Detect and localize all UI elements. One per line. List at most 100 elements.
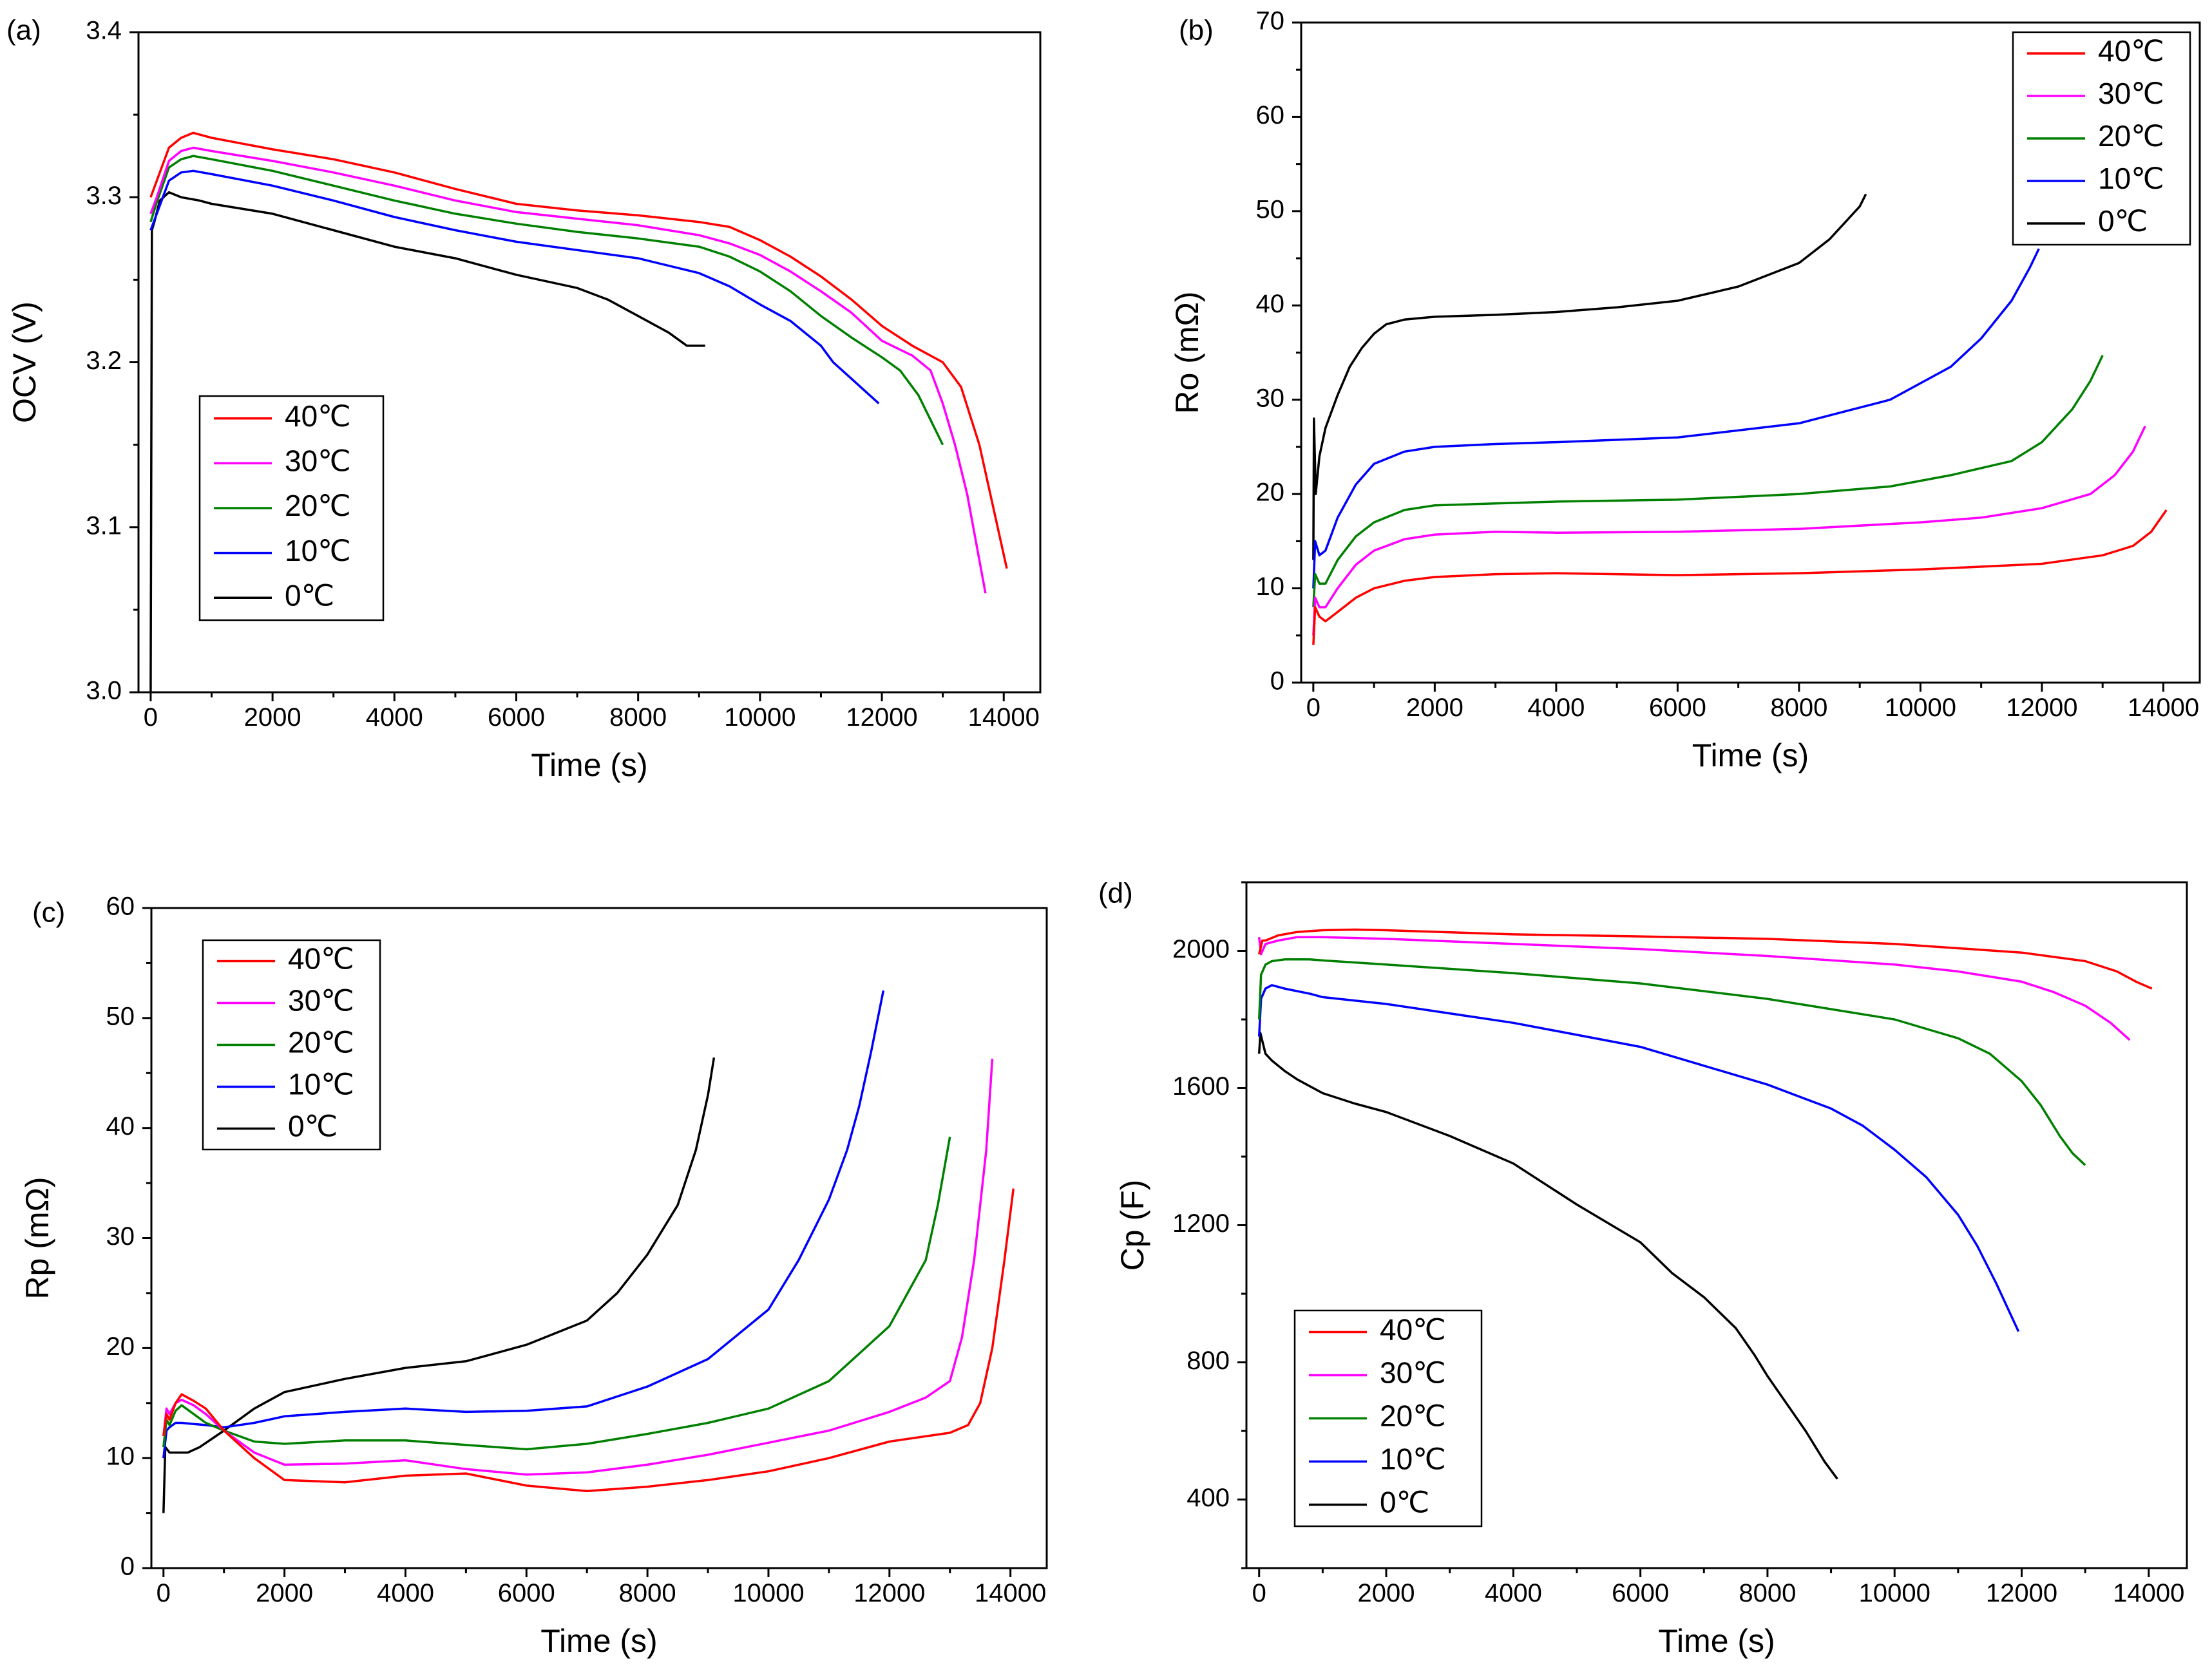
panel-a-y-tick-label: 3.1 (86, 511, 122, 540)
panel-a-y-axis-title: OCV (V) (6, 301, 43, 423)
panel-d-y-tick-label: 1600 (1172, 1072, 1230, 1101)
panel-a-x-tick-label: 0 (144, 703, 158, 732)
panel-b-legend-label: 30℃ (2098, 77, 2164, 110)
panel-a: (a) 0 2000 4000 6000 8000 10000 12000 14000 3.0 3.… (6, 15, 1042, 783)
panel-a-legend-label: 10℃ (285, 534, 351, 567)
panel-b-x-tick-label: 2000 (1406, 694, 1464, 722)
panel-c-x-axis-title: Time (s) (540, 1623, 657, 1659)
panel-c-x-tick-label: 10000 (732, 1579, 804, 1607)
panel-d-legend-label: 20℃ (1380, 1399, 1446, 1433)
panel-b-x-tick-label: 8000 (1770, 694, 1827, 722)
panel-d-series-line-4 (1257, 1032, 1838, 1480)
panel-b-x-tick-label: 6000 (1649, 694, 1706, 722)
panel-b-x-tick-label: 14000 (2128, 694, 2199, 722)
panel-a-y-tick-label: 3.0 (86, 677, 122, 705)
panel-c-x-tick-label: 14000 (975, 1579, 1046, 1607)
panel-c-x-tick-label: 8000 (619, 1579, 676, 1607)
panel-b-y-tick-label: 50 (1256, 195, 1285, 223)
panel-c-y-tick-label: 40 (106, 1112, 135, 1140)
panel-d-y-tick-label: 1200 (1172, 1209, 1230, 1238)
panel-b-y-axis-title: Ro (mΩ) (1169, 291, 1205, 413)
panel-d-label: (d) (1098, 878, 1133, 909)
panel-d-series-line-2 (1257, 958, 2086, 1166)
panel-b-y-tick-label: 20 (1256, 478, 1285, 507)
panel-b-x-tick-label: 12000 (2006, 694, 2077, 722)
panel-c-legend-label: 10℃ (288, 1068, 354, 1101)
panel-a-y-tick-label: 3.2 (86, 346, 122, 375)
panel-c-y-tick-label: 20 (106, 1332, 135, 1361)
panel-d-x-tick-label: 6000 (1612, 1579, 1669, 1607)
panel-d-y-tick-label: 400 (1187, 1484, 1230, 1512)
panel-a-legend-label: 30℃ (285, 444, 351, 478)
panel-a-legend-label: 40℃ (285, 399, 351, 433)
panel-b-y-tick-label: 0 (1270, 667, 1284, 696)
panel-d-x-tick-label: 8000 (1739, 1579, 1796, 1607)
panel-b-legend-label: 10℃ (2098, 162, 2164, 195)
panel-c: (c) 0 2000 4000 6000 8000 10000 12000 14000 0 10 20… (19, 893, 1048, 1659)
panel-a-label: (a) (6, 15, 41, 46)
panel-c-x-tick-label: 12000 (853, 1579, 925, 1607)
panel-b-x-tick-label: 10000 (1885, 694, 1956, 722)
panel-d-legend: 40℃ 30℃ 20℃ 10℃ 0℃ (1293, 1309, 1483, 1528)
panel-d-x-tick-label: 2000 (1358, 1579, 1415, 1607)
panel-b-y-tick-label: 60 (1256, 101, 1285, 129)
panel-d-series-line-3 (1257, 984, 2020, 1332)
panel-a-series-line-0 (149, 131, 1008, 569)
panel-a-y-tick-label: 3.4 (86, 17, 122, 45)
panel-c-x-tick-label: 0 (157, 1579, 171, 1607)
panel-c-legend-label: 40℃ (288, 942, 354, 976)
panel-a-legend-label: 0℃ (285, 578, 334, 612)
panel-d: (d) 0 2000 4000 6000 8000 10000 12000 14000 400 80… (1098, 878, 2188, 1659)
panel-d-legend-label: 10℃ (1380, 1443, 1446, 1476)
panel-a-x-tick-label: 2000 (244, 703, 301, 732)
panel-a-x-tick-label: 4000 (366, 703, 423, 732)
panel-b-legend-label: 40℃ (2098, 34, 2164, 68)
panel-b-series-line-4 (1312, 193, 1867, 560)
panel-d-y-tick-label: 800 (1187, 1347, 1230, 1375)
panel-c-legend-label: 0℃ (288, 1110, 338, 1143)
panel-b-x-tick-label: 0 (1306, 694, 1321, 722)
panel-b-series-line-3 (1312, 248, 2040, 589)
panel-a-x-tick-label: 14000 (968, 703, 1040, 732)
panel-a-series-line-1 (149, 146, 987, 594)
panel-d-x-tick-label: 4000 (1485, 1579, 1542, 1607)
panel-b-series-line-2 (1312, 355, 2104, 607)
panel-b-label: (b) (1179, 15, 1214, 46)
panel-d-y-axis-title: Cp (F) (1114, 1180, 1150, 1271)
panel-b-x-axis-title: Time (s) (1692, 737, 1809, 773)
panel-c-y-tick-label: 60 (106, 893, 135, 921)
panel-b-legend: 40℃ 30℃ 20℃ 10℃ 0℃ (2012, 31, 2191, 246)
panel-c-series-line-0 (162, 1188, 1015, 1493)
panel-c-y-tick-label: 30 (106, 1222, 135, 1251)
panel-a-legend-label: 20℃ (285, 489, 351, 522)
panel-a-x-tick-label: 12000 (846, 703, 917, 732)
panel-d-x-tick-label: 10000 (1859, 1579, 1931, 1607)
panel-b-y-tick-label: 30 (1256, 384, 1285, 412)
panel-a-legend: 40℃ 30℃ 20℃ 10℃ 0℃ (198, 395, 385, 621)
panel-a-series-line-4 (149, 191, 705, 692)
panel-c-x-tick-label: 2000 (256, 1579, 313, 1607)
panel-a-y-tick-label: 3.3 (86, 182, 122, 210)
panel-a-series-line-2 (149, 155, 944, 446)
panel-c-legend: 40℃ 30℃ 20℃ 10℃ 0℃ (202, 939, 381, 1151)
panel-c-legend-label: 30℃ (288, 984, 354, 1017)
panel-b-y-tick-label: 70 (1256, 7, 1285, 35)
panel-d-legend-label: 0℃ (1380, 1486, 1429, 1519)
panel-b-x-tick-label: 4000 (1527, 694, 1585, 722)
panel-d-x-tick-label: 0 (1252, 1579, 1266, 1607)
panel-d-x-tick-label: 12000 (1986, 1579, 2057, 1607)
panel-b-series-line-1 (1312, 425, 2146, 636)
panel-a-x-tick-label: 6000 (488, 703, 545, 732)
panel-b-legend-label: 20℃ (2098, 119, 2164, 153)
panel-b: (b) 0 2000 4000 6000 8000 10000 12000 14000 0 10 20… (1169, 7, 2201, 773)
panel-c-y-axis-title: Rp (mΩ) (19, 1177, 55, 1299)
panel-d-series-line-1 (1257, 936, 2131, 1041)
panel-b-y-tick-label: 40 (1256, 290, 1285, 318)
panel-b-series-line-0 (1312, 509, 2168, 645)
panel-a-series-line-3 (149, 169, 880, 404)
panel-b-y-tick-label: 10 (1256, 573, 1285, 601)
panel-c-y-tick-label: 10 (106, 1443, 135, 1471)
panel-d-x-axis-title: Time (s) (1658, 1623, 1775, 1659)
panel-a-x-tick-label: 8000 (609, 703, 667, 732)
